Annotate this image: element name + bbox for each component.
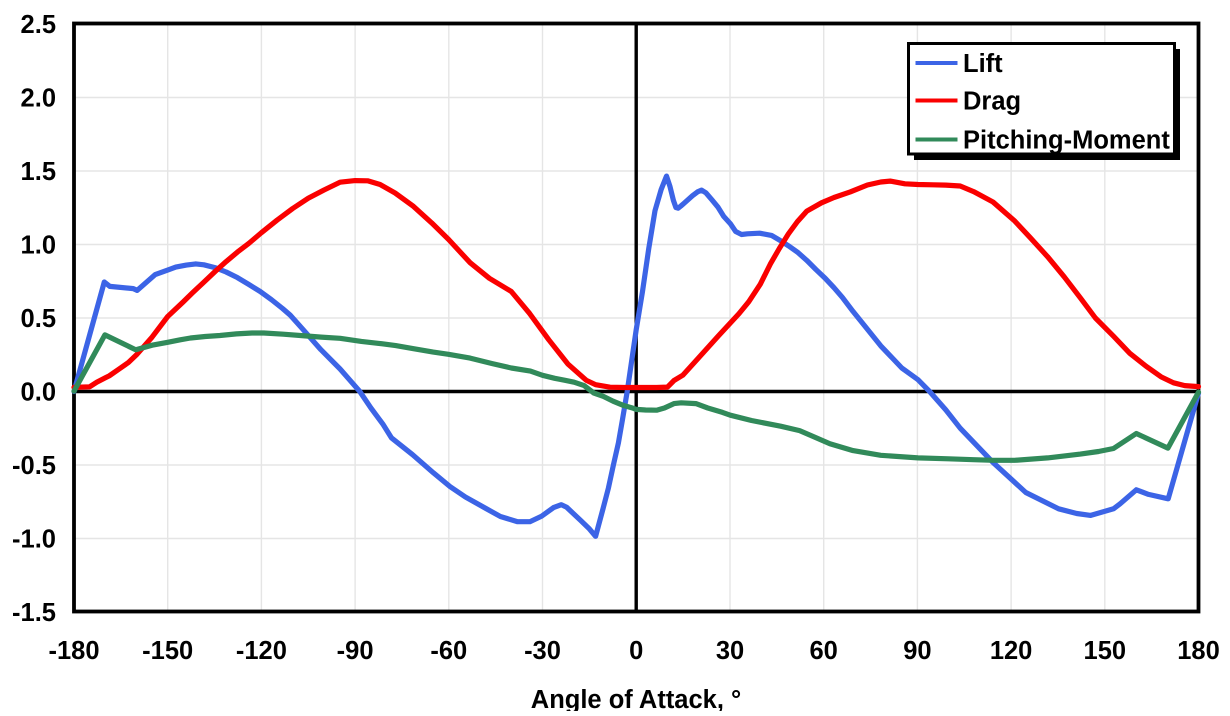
svg-text:-180: -180 <box>48 637 99 665</box>
svg-text:0.0: 0.0 <box>21 379 56 407</box>
svg-text:-150: -150 <box>142 637 193 665</box>
svg-text:-90: -90 <box>337 637 374 665</box>
svg-text:-30: -30 <box>524 637 561 665</box>
svg-text:Drag: Drag <box>963 88 1021 116</box>
svg-text:180: 180 <box>1177 637 1220 665</box>
svg-text:1.0: 1.0 <box>21 232 56 260</box>
svg-text:Lift: Lift <box>963 50 1003 78</box>
svg-text:-120: -120 <box>236 637 287 665</box>
svg-text:-1.5: -1.5 <box>12 599 56 627</box>
svg-text:2.5: 2.5 <box>21 11 56 39</box>
svg-text:-0.5: -0.5 <box>12 452 56 480</box>
svg-text:0.5: 0.5 <box>21 305 56 333</box>
svg-text:-60: -60 <box>430 637 467 665</box>
svg-text:Pitching-Moment: Pitching-Moment <box>963 127 1170 155</box>
svg-text:-1.0: -1.0 <box>12 526 56 554</box>
svg-text:150: 150 <box>1084 637 1127 665</box>
svg-text:60: 60 <box>810 637 838 665</box>
svg-text:Angle of Attack, °: Angle of Attack, ° <box>531 686 741 711</box>
svg-text:1.5: 1.5 <box>21 158 56 186</box>
svg-text:30: 30 <box>716 637 744 665</box>
svg-text:120: 120 <box>990 637 1033 665</box>
svg-text:90: 90 <box>903 637 931 665</box>
svg-text:2.0: 2.0 <box>21 85 56 113</box>
svg-text:0: 0 <box>629 637 643 665</box>
